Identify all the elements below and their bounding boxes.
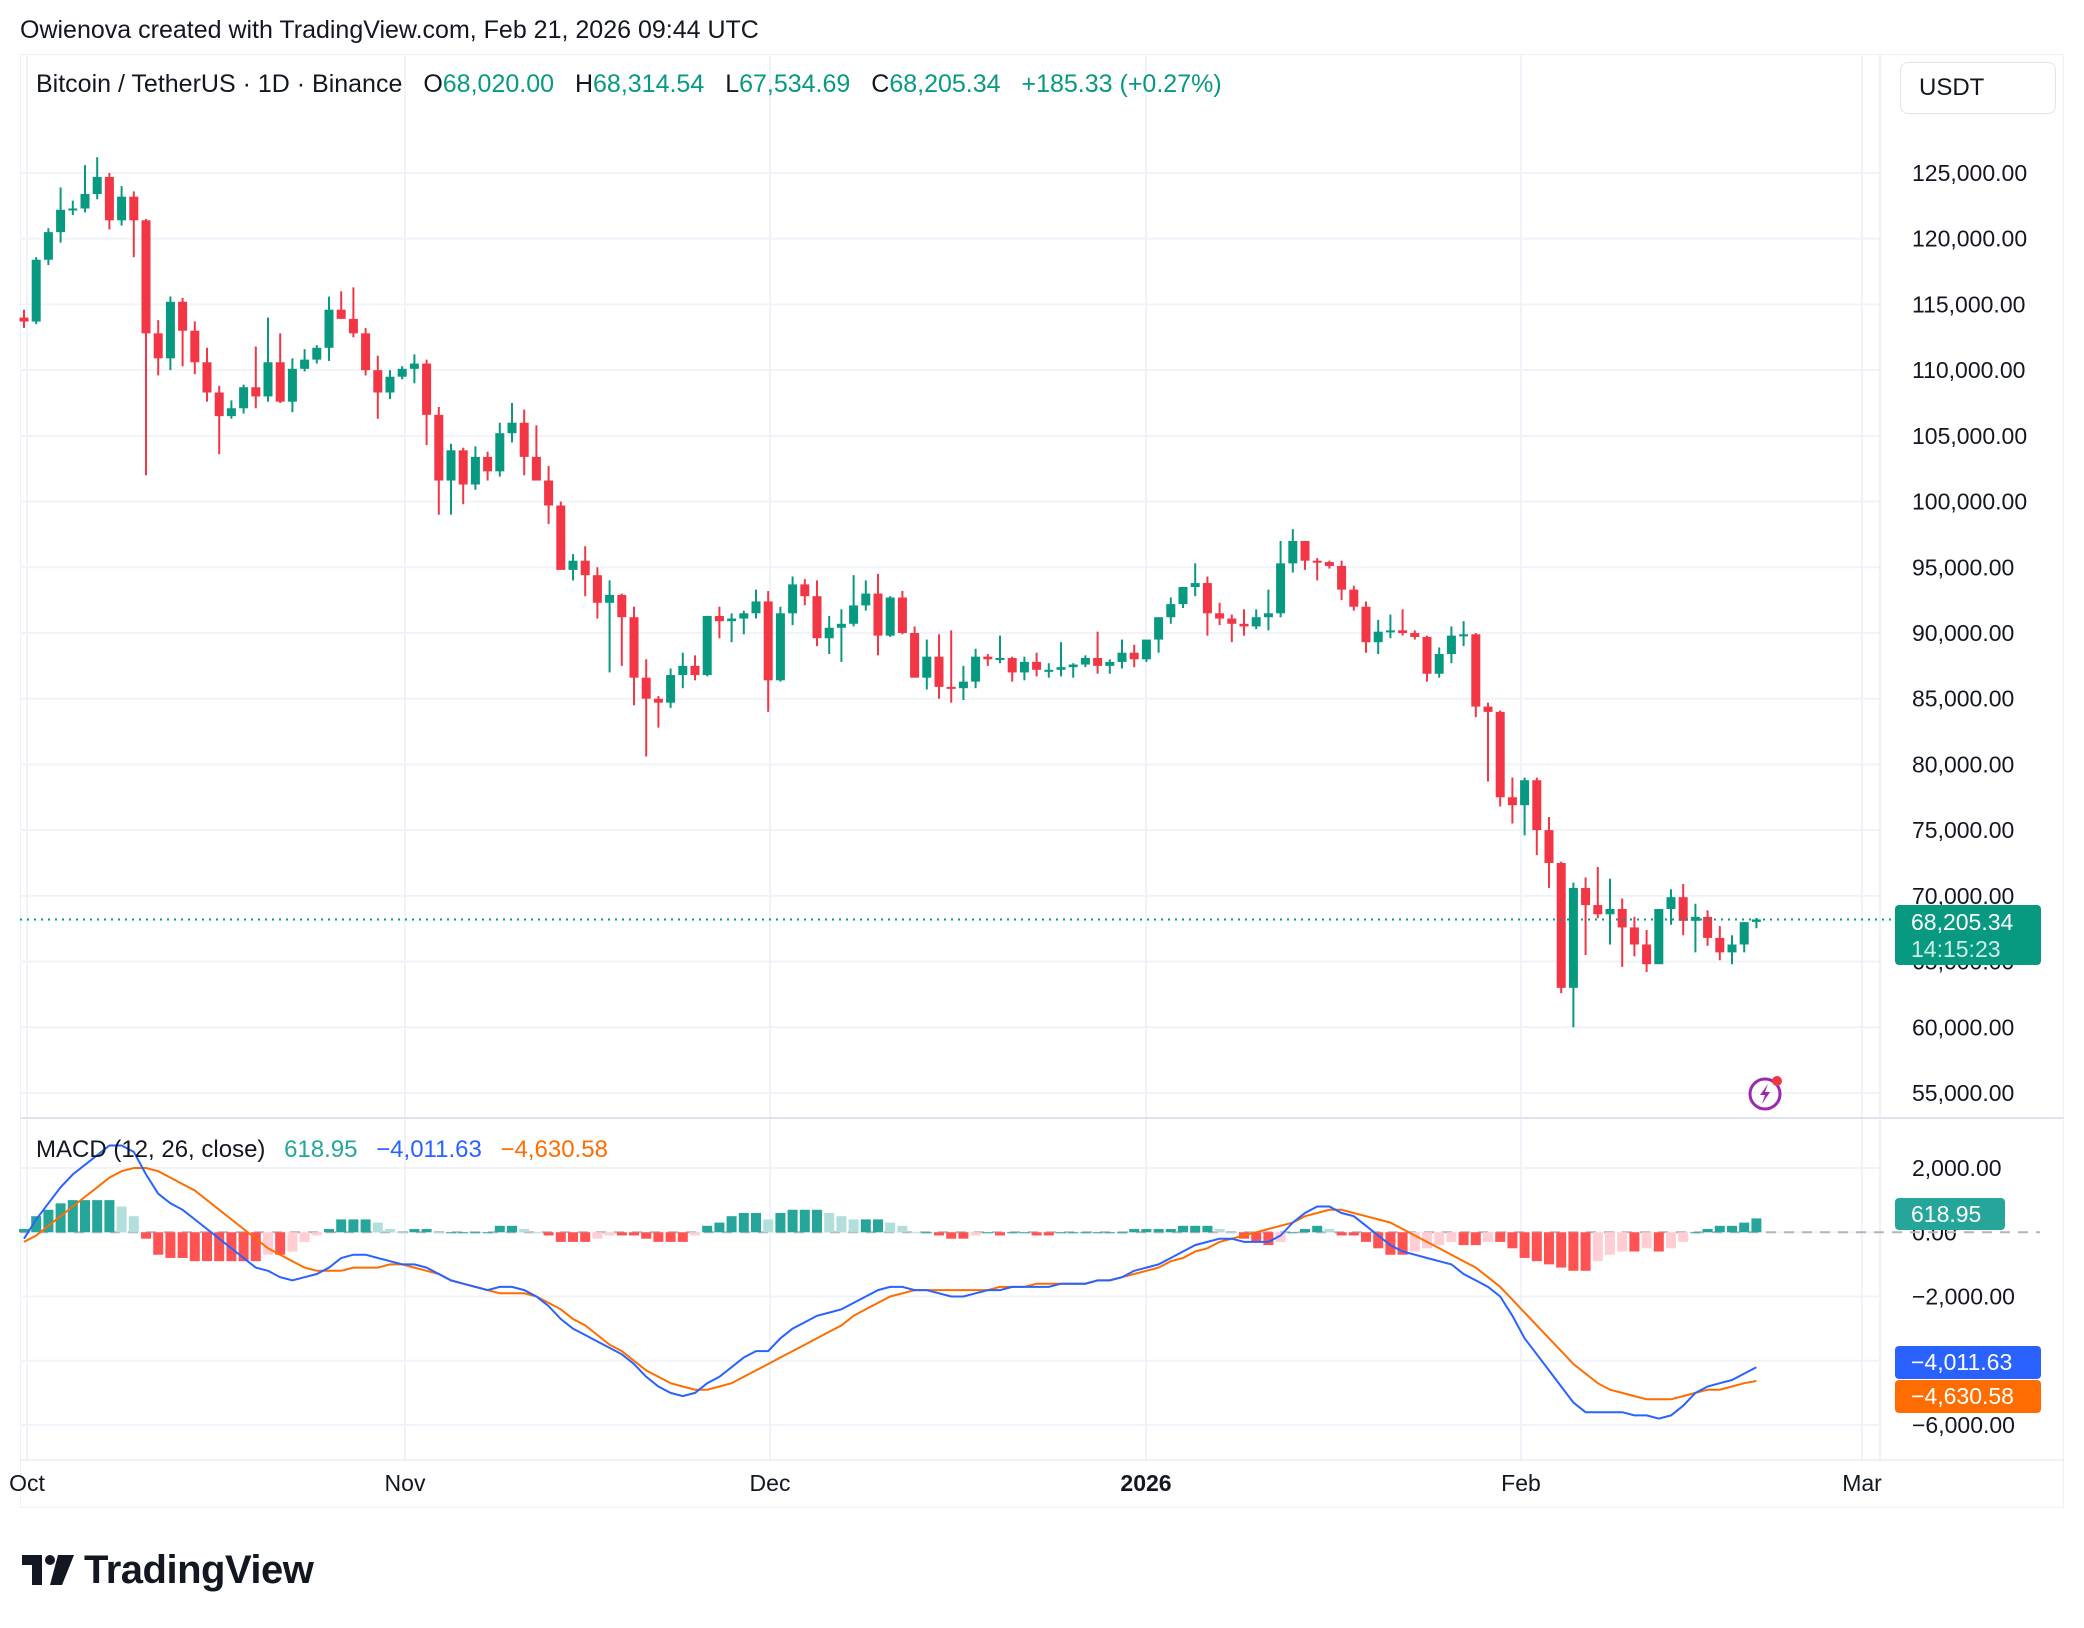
price-axis-tick: 105,000.00 [1912,423,2027,449]
time-axis-label: Nov [384,1470,426,1496]
price-axis-tick: 100,000.00 [1912,489,2027,515]
macd-signal-tag: −4,630.58 [1895,1380,2041,1413]
lightning-alert-icon[interactable] [1745,1072,1785,1112]
time-axis-label: Mar [1842,1470,1882,1496]
time-axis-label: Dec [749,1470,791,1496]
price-axis-tick: 75,000.00 [1912,817,2014,843]
chart-credit: Owienova created with TradingView.com, F… [20,16,759,44]
price-axis-tick: 120,000.00 [1912,226,2027,252]
macd-axis-tick: −6,000.00 [1912,1412,2015,1438]
price-axis-tick: 90,000.00 [1912,620,2014,646]
macd-line-tag: −4,011.63 [1895,1346,2041,1379]
macd-line [23,1144,1757,1420]
price-axis-tick: 85,000.00 [1912,686,2014,712]
macd-histogram-tag: 618.95 [1895,1198,2005,1230]
candles [19,157,1761,1028]
price-axis-tick: 110,000.00 [1912,357,2025,383]
macd-legend: MACD (12, 26, close) 618.95 −4,011.63 −4… [36,1136,608,1164]
symbol-legend: Bitcoin / TetherUS · 1D · Binance O68,02… [36,70,1222,99]
price-axis-tick: 55,000.00 [1912,1080,2014,1106]
macd-title[interactable]: MACD (12, 26, close) [36,1136,266,1163]
low-value: 67,534.69 [739,70,851,98]
open-value: 68,020.00 [442,70,554,98]
low-label: L [725,70,740,98]
currency-button[interactable]: USDT [1900,62,2056,114]
time-axis-label: 2026 [1120,1470,1172,1496]
macd-axis-tick: −2,000.00 [1912,1284,2015,1310]
price-axis-tick: 60,000.00 [1912,1014,2014,1040]
chart-frame [20,54,2064,1508]
symbol-title[interactable]: Bitcoin / TetherUS · 1D · Binance [36,70,403,98]
tradingview-logo-text: TradingView [84,1547,314,1592]
bar-countdown: 14:15:23 [1911,936,2001,962]
time-axis[interactable]: Oct Nov Dec 2026 Feb Mar [9,1460,2064,1508]
macd-histogram-value: 618.95 [284,1136,358,1163]
macd-axis-tick: 2,000.00 [1912,1155,2002,1181]
macd-signal-line [23,1167,1757,1401]
close-value: 68,205.34 [889,70,1001,98]
macd-signal-value: −4,630.58 [500,1136,608,1163]
tradingview-logo-icon [22,1555,74,1585]
price-axis-tick: 95,000.00 [1912,554,2014,580]
high-label: H [574,70,594,98]
open-label: O [423,70,443,98]
high-value: 68,314.54 [593,70,705,98]
price-axis-tick: 70,000.00 [1912,883,2014,909]
tradingview-logo: TradingView [22,1547,314,1592]
last-price-value: 68,205.34 [1911,909,2014,935]
change-value: +185.33 (+0.27%) [1021,70,1222,98]
time-axis-label: Oct [9,1470,45,1496]
price-axis-tick: 115,000.00 [1912,291,2025,317]
price-axis-tick: 125,000.00 [1912,160,2027,186]
time-axis-label: Feb [1501,1470,1541,1496]
last-price-tag: 68,205.34 14:15:23 [1895,905,2041,965]
price-axis-tick: 80,000.00 [1912,751,2014,777]
close-label: C [871,70,890,98]
macd-histogram [19,1200,1762,1271]
macd-line-value: −4,011.63 [376,1136,482,1163]
